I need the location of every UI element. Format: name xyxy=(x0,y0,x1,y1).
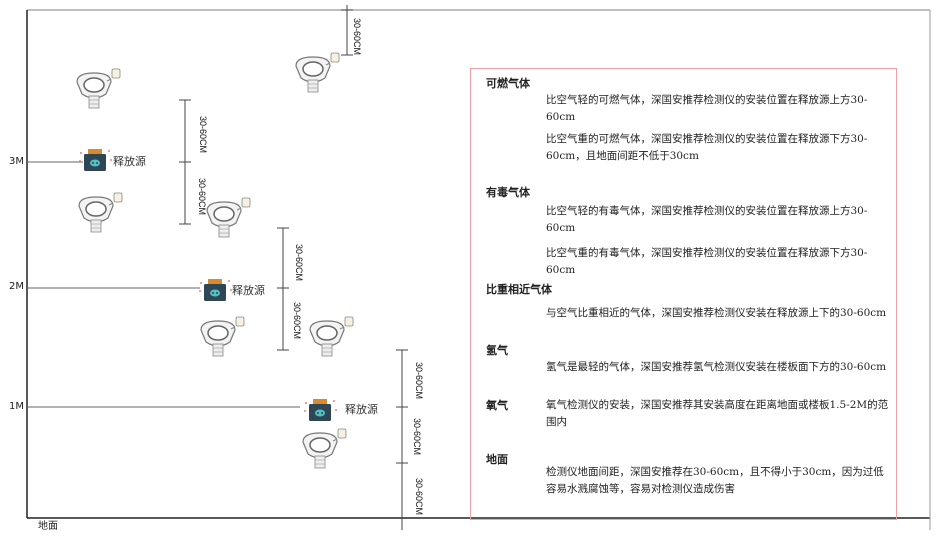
section-title: 氧气 xyxy=(486,399,508,412)
level-label-3m: 3M xyxy=(9,156,24,167)
release-source-label: 释放源 xyxy=(232,284,265,297)
dimension-label: 30-60CM xyxy=(352,18,362,56)
installation-guidelines-panel: 可燃气体 比空气轻的可燃气体，深国安推荐检测仪的安装位置在释放源上方30-60c… xyxy=(470,68,897,520)
release-source-icon xyxy=(199,279,232,301)
level-label-2m: 2M xyxy=(9,281,24,292)
section-text: 比空气轻的可燃气体，深国安推荐检测仪的安装位置在释放源上方30-60cm xyxy=(546,94,868,123)
release-source-label: 释放源 xyxy=(345,403,378,416)
gas-detector-icon xyxy=(302,428,347,469)
dimension-label: 30-60CM xyxy=(412,418,422,456)
section-title: 比重相近气体 xyxy=(486,283,552,296)
dimension-label: 30-60CM xyxy=(197,178,207,216)
ground-label: 地面 xyxy=(38,521,58,532)
release-source-icon xyxy=(304,399,337,421)
gas-detector-icon xyxy=(309,316,354,357)
gas-detector-icon xyxy=(206,197,251,238)
section-title: 有毒气体 xyxy=(486,186,530,199)
section-title: 地面 xyxy=(486,453,508,466)
section-text: 氢气是最轻的气体，深国安推荐氢气检测仪安装在楼板面下方的30-60cm xyxy=(546,361,887,373)
gas-detector-icon xyxy=(295,52,340,93)
dimension-label: 30-60CM xyxy=(294,244,304,282)
section-text: 比空气重的有毒气体，深国安推荐检测仪的安装位置在释放源下方30-60cm xyxy=(546,247,868,276)
gas-detector-icon xyxy=(78,192,123,233)
section-text: 与空气比重相近的气体，深国安推荐检测仪安装在释放源上下的30-60cm xyxy=(546,307,887,319)
dimension-label: 30-60CM xyxy=(414,478,424,516)
section-text: 比空气轻的有毒气体，深国安推荐检测仪的安装位置在释放源上方30-60cm xyxy=(546,205,868,234)
dimension-label: 30-60CM xyxy=(414,362,424,400)
dimension-label: 30-60CM xyxy=(292,302,302,340)
dimension-lines xyxy=(178,5,409,530)
gas-detector-icon xyxy=(200,316,245,357)
section-text: 氧气检测仪的安装，深国安推荐其安装高度在距离地面或楼板1.5-2M的范围内 xyxy=(546,399,889,428)
section-title: 氢气 xyxy=(486,344,508,357)
section-text: 检测仪地面间距，深国安推荐在30-60cm，且不得小于30cm，因为过低容易水溅… xyxy=(546,466,884,495)
release-source-icon xyxy=(79,149,112,171)
dimension-label: 30-60CM xyxy=(198,116,208,154)
release-source-label: 释放源 xyxy=(113,155,146,168)
gas-detector-icon xyxy=(76,68,121,109)
section-title: 可燃气体 xyxy=(486,77,530,90)
section-text: 比空气重的可燃气体，深国安推荐检测仪的安装位置在释放源下方30-60cm，且地面… xyxy=(546,133,868,162)
level-label-1m: 1M xyxy=(9,401,24,412)
